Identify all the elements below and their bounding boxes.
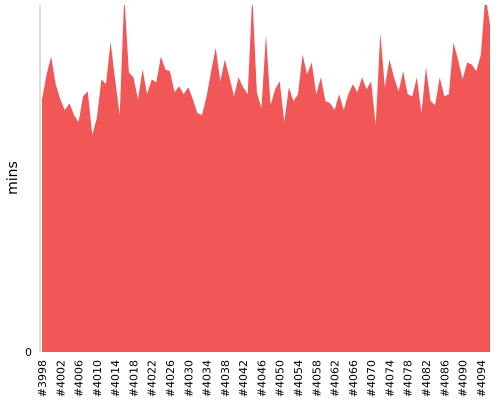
x-tick-label: #4062 [329,360,342,397]
x-tick-label: #4078 [402,360,415,397]
x-tick-label: #4014 [109,360,122,397]
x-tick-label: #4070 [365,360,378,397]
y-tick-label: 0 [25,346,32,359]
x-tick-label: #4082 [420,360,433,397]
x-tick-label: #4046 [255,360,268,397]
x-tick-label: #4030 [182,360,195,397]
x-tick-label: #4058 [310,360,323,397]
x-tick-label: #4090 [457,360,470,397]
x-tick-label: #4074 [383,360,396,397]
x-tick-label: #4022 [146,360,159,397]
x-tick-label: #4094 [475,360,488,397]
x-tick-label: #4038 [219,360,232,397]
x-tick-label: #4006 [73,360,86,397]
area [42,5,490,352]
x-tick-label: #4034 [201,360,214,397]
x-tick-label: #3998 [36,360,49,397]
x-tick-label: #4018 [127,360,140,397]
x-tick-label: #4086 [438,360,451,397]
x-tick-label: #4054 [292,360,305,397]
x-tick-label: #4026 [164,360,177,397]
x-tick-label: #4002 [54,360,67,397]
y-axis-label: mins [5,161,21,195]
x-tick-label: #4042 [237,360,250,397]
x-tick-label: #4010 [91,360,104,397]
x-tick-label: #4066 [347,360,360,397]
x-tick-label: #4050 [274,360,287,397]
